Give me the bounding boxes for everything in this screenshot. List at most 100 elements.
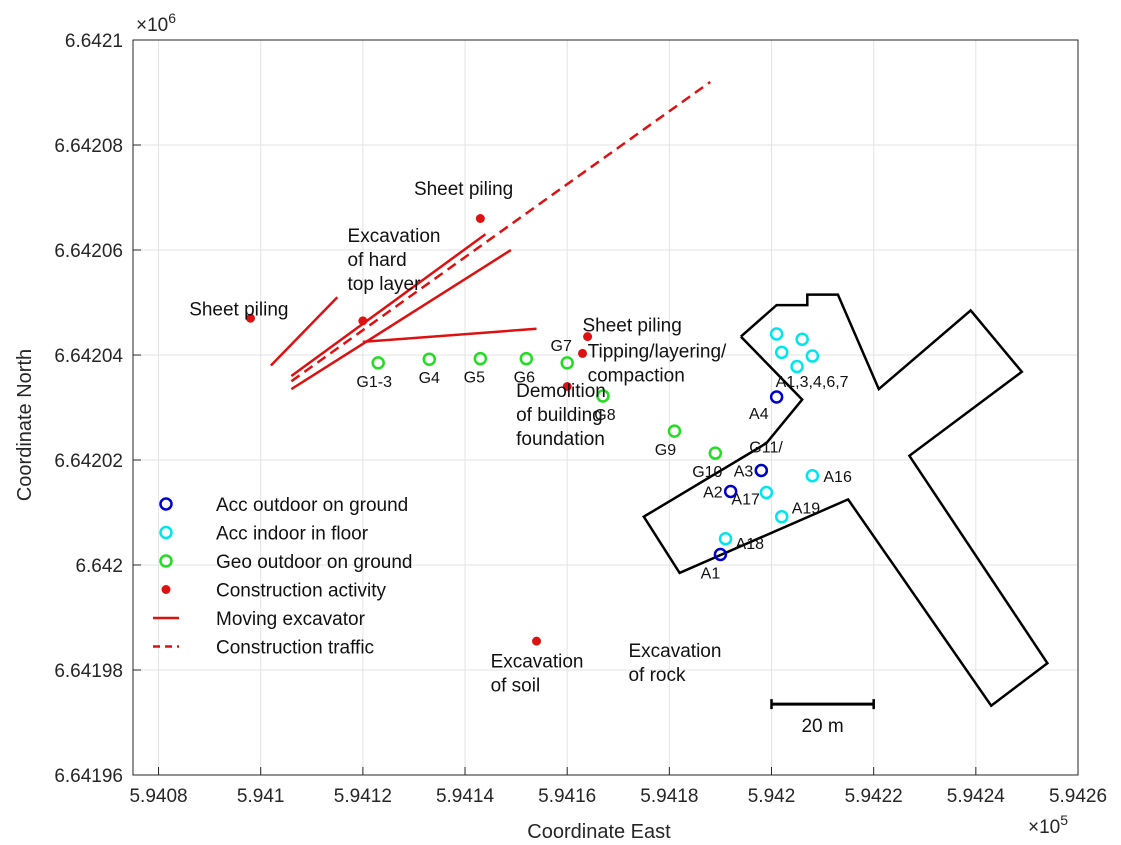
y-tick-label: 6.64208 [54, 136, 123, 157]
excavator-and-traffic-lines [270, 80, 711, 391]
legend-marker [159, 525, 173, 540]
y-tick-label: 6.6421 [65, 31, 123, 52]
scale-bar: 20 m [770, 699, 875, 737]
acc-outdoor-point-label: A1 [701, 566, 721, 583]
acc-outdoor-point [754, 463, 769, 478]
geo-point-label: G11/ [749, 440, 783, 457]
legend-label: Construction activity [216, 581, 387, 602]
legend-marker [159, 554, 173, 568]
legend-label: Acc outdoor on ground [216, 495, 408, 516]
acc-outdoor-point [713, 547, 728, 562]
acc-outdoor-point-label: A2 [703, 485, 723, 502]
data-points [245, 214, 820, 646]
activity-point [245, 313, 255, 323]
legend: Acc outdoor on ground Acc indoor in floor… [153, 495, 413, 659]
excavator-path [362, 327, 537, 344]
x-axis-multiplier: ×105 [1028, 812, 1068, 838]
x-tick-label: 5.941 [237, 786, 285, 807]
acc-indoor-point [795, 332, 809, 346]
x-tick-label: 5.9418 [640, 786, 698, 807]
y-tick-label: 6.64206 [54, 241, 123, 262]
legend-marker [159, 497, 173, 511]
geo-point [708, 446, 723, 460]
activity-annotations: Sheet piling Excavation of hard top layer Sh… [189, 179, 727, 697]
activity-point [475, 214, 485, 223]
activity-annotation-line: foundation [516, 429, 605, 450]
acc-indoor-point [790, 359, 804, 374]
activity-point [562, 382, 572, 391]
x-tick-label: 5.9424 [947, 786, 1006, 807]
legend-label: Construction traffic [216, 638, 374, 659]
activity-annotation-line: compaction [588, 366, 685, 387]
acc-indoor-point-label: A1,3,4,6,7 [776, 374, 849, 391]
geo-point [422, 352, 437, 366]
point-labels: G1-3 G4 G5 G6 G7 G8 G9 G10 G11/A4 A3 A2 A1 A1,3,4,6,… [356, 338, 852, 583]
acc-outdoor-point-label: A4 [749, 406, 769, 423]
excavator-path [290, 248, 512, 391]
x-tick-label: 5.9414 [436, 786, 495, 807]
x-tick-label: 5.9408 [129, 786, 187, 807]
geo-point [371, 356, 385, 370]
y-tick-label: 6.64202 [54, 451, 123, 472]
activity-annotation-line: of rock [628, 665, 686, 686]
acc-indoor-point [774, 509, 789, 524]
activity-annotation: Sheet piling [583, 315, 682, 336]
acc-indoor-point-label: A17 [731, 492, 760, 509]
geo-point-label: G7 [551, 338, 572, 355]
excavator-path [290, 233, 487, 378]
activity-annotation: Tipping/layering/compaction [588, 342, 727, 387]
geo-point [596, 389, 610, 403]
acc-outdoor-point-label: A3 [734, 464, 754, 481]
activity-annotation-line: Excavation [628, 641, 721, 662]
y-tick-label: 6.64198 [54, 661, 123, 682]
geo-point-label: G5 [464, 370, 485, 387]
activity-annotation-line: Sheet piling [583, 315, 682, 336]
y-tick-label: 6.64204 [54, 346, 123, 367]
x-axis-ticks: 5.9408 5.941 5.9412 5.9414 5.9416 5.9418 5.942… [129, 767, 1107, 807]
activity-annotation-line: of hard [348, 250, 407, 271]
x-tick-label: 5.9412 [334, 786, 392, 807]
legend-marker [161, 585, 171, 594]
activity-point [532, 636, 542, 646]
legend-label: Geo outdoor on ground [216, 552, 413, 573]
acc-indoor-point [759, 485, 774, 500]
activity-annotation-line: Tipping/layering/ [588, 342, 727, 363]
acc-indoor-point-label: A19 [792, 501, 821, 518]
activity-annotation: Sheet piling [189, 300, 288, 321]
activity-annotation-line: Sheet piling [189, 300, 288, 321]
activity-annotation-line: Demolition [516, 381, 606, 402]
y-tick-label: 6.642 [75, 556, 123, 577]
geo-point-label: G4 [419, 370, 440, 387]
activity-annotation-line: Excavation [491, 651, 584, 672]
activity-annotation-line: top layer [348, 274, 422, 295]
activity-point [583, 332, 593, 342]
scale-bar-label: 20 m [801, 716, 843, 737]
geo-point [667, 424, 682, 438]
x-tick-label: 5.942 [748, 786, 796, 807]
activity-point [358, 316, 368, 326]
geo-point [473, 351, 488, 366]
activity-annotation-line: Excavation [348, 226, 441, 247]
traffic-path [290, 80, 711, 383]
geo-point-label: G1-3 [356, 374, 392, 391]
building-outline [642, 293, 1050, 708]
excavator-path [270, 296, 339, 367]
activity-annotation: Demolition of building foundation [516, 381, 606, 450]
x-tick-label: 5.9422 [845, 786, 903, 807]
acc-indoor-point-label: A18 [736, 536, 765, 553]
geo-point-label: G6 [514, 370, 535, 387]
y-tick-label: 6.64196 [54, 766, 123, 787]
acc-outdoor-point [723, 484, 738, 499]
activity-annotation-line: Sheet piling [414, 179, 513, 200]
activity-annotation: Excavation of rock [628, 641, 721, 686]
geo-point [560, 356, 574, 370]
activity-annotation-line: of soil [491, 675, 541, 696]
activity-annotation: Excavation of soil [491, 651, 584, 696]
acc-indoor-point [805, 469, 820, 483]
activity-point [578, 348, 588, 358]
y-axis-label: Coordinate North [14, 349, 36, 501]
geo-point [519, 351, 534, 366]
geo-point-label: G8 [594, 407, 615, 424]
plot-frame [132, 39, 1079, 776]
